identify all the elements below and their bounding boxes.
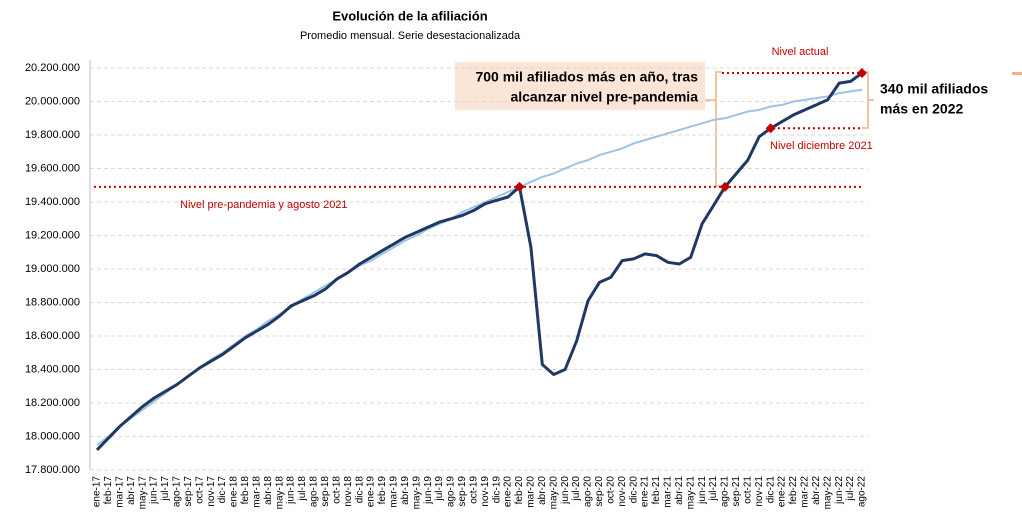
x-tick-label: oct-21 xyxy=(742,476,753,504)
x-tick-label: feb-19 xyxy=(377,476,388,505)
x-tick-label: ene-18 xyxy=(229,476,240,508)
callout-text: alcanzar nivel pre-pandemia xyxy=(510,89,698,105)
chart-subtitle: Promedio mensual. Serie desestacionaliza… xyxy=(300,30,521,42)
x-tick-label: jun-22 xyxy=(834,476,845,505)
callout-text: 700 mil afiliados más en año, tras xyxy=(475,69,698,85)
x-tick-label: abr-18 xyxy=(263,476,274,505)
y-tick-label: 20.000.000 xyxy=(25,95,80,107)
x-tick-label: may-21 xyxy=(685,476,696,510)
series-line xyxy=(95,71,863,451)
y-tick-label: 19.400.000 xyxy=(25,196,80,208)
reference-label: Nivel actual xyxy=(772,46,829,58)
x-tick-label: ene-20 xyxy=(503,476,514,508)
x-tick-label: oct-19 xyxy=(468,476,479,504)
x-tick-label: ago-21 xyxy=(720,476,731,508)
reference-label: Nivel pre-pandemia y agosto 2021 xyxy=(180,199,348,211)
x-tick-label: mar-21 xyxy=(663,476,674,508)
x-tick-label: mar-19 xyxy=(389,476,400,508)
x-tick-label: jun-17 xyxy=(149,476,160,505)
y-tick-label: 19.800.000 xyxy=(25,129,80,141)
highlight-marker xyxy=(765,123,776,134)
x-tick-label: ago-17 xyxy=(172,476,183,508)
x-tick-label: may-18 xyxy=(274,476,285,510)
x-tick-label: jul-20 xyxy=(571,476,582,502)
x-tick-label: ago-18 xyxy=(309,476,320,508)
x-tick-label: sep-21 xyxy=(731,476,742,507)
x-tick-label: feb-17 xyxy=(103,476,114,505)
x-tick-label: ago-19 xyxy=(446,476,457,508)
x-tick-label: jul-21 xyxy=(708,476,719,502)
callout-text: 340 mil afiliados xyxy=(880,81,988,97)
x-tick-label: abr-20 xyxy=(537,476,548,505)
x-tick-label: jul-18 xyxy=(297,476,308,502)
x-tick-label: dic-19 xyxy=(491,476,502,504)
x-tick-label: may-22 xyxy=(822,476,833,510)
y-tick-label: 18.800.000 xyxy=(25,296,80,308)
x-tick-label: feb-22 xyxy=(788,476,799,505)
x-tick-label: feb-18 xyxy=(240,476,251,505)
x-tick-label: jun-20 xyxy=(560,476,571,505)
x-tick-label: dic-17 xyxy=(217,476,228,504)
x-tick-label: ago-20 xyxy=(583,476,594,508)
x-tick-label: sep-18 xyxy=(320,476,331,507)
x-tick-label: nov-21 xyxy=(754,476,765,507)
x-tick-label: nov-17 xyxy=(206,476,217,507)
x-tick-label: oct-18 xyxy=(331,476,342,504)
x-tick-label: oct-17 xyxy=(194,476,205,504)
y-tick-label: 18.000.000 xyxy=(25,430,80,442)
x-tick-label: nov-19 xyxy=(480,476,491,507)
highlight-marker xyxy=(857,68,867,79)
x-tick-label: ene-22 xyxy=(777,476,788,508)
x-tick-label: may-19 xyxy=(411,476,422,510)
x-tick-label: jun-19 xyxy=(423,476,434,505)
y-tick-label: 18.200.000 xyxy=(25,397,80,409)
x-tick-label: dic-20 xyxy=(628,476,639,504)
series-line xyxy=(96,88,863,446)
x-tick-label: feb-20 xyxy=(514,476,525,505)
x-tick-label: abr-19 xyxy=(400,476,411,505)
x-tick-label: mar-22 xyxy=(800,476,811,508)
x-tick-label: abr-21 xyxy=(674,476,685,505)
x-tick-label: mar-18 xyxy=(251,476,262,508)
callout-box xyxy=(870,75,1010,127)
highlight-marker xyxy=(514,181,525,192)
x-tick-label: may-20 xyxy=(548,476,559,510)
x-tick-label: nov-18 xyxy=(343,476,354,507)
x-tick-label: abr-22 xyxy=(811,476,822,505)
x-tick-label: dic-21 xyxy=(765,476,776,504)
x-tick-label: jul-19 xyxy=(434,476,445,502)
x-tick-label: jun-21 xyxy=(697,476,708,505)
x-tick-label: sep-20 xyxy=(594,476,605,507)
x-tick-label: ene-19 xyxy=(366,476,377,508)
edge-mark xyxy=(1012,72,1022,75)
x-tick-label: ago-22 xyxy=(857,476,868,508)
x-tick-label: dic-18 xyxy=(354,476,365,504)
x-tick-label: may-17 xyxy=(137,476,148,510)
x-tick-label: nov-20 xyxy=(617,476,628,507)
x-tick-label: mar-17 xyxy=(114,476,125,508)
y-tick-label: 17.800.000 xyxy=(25,464,80,476)
y-tick-label: 18.600.000 xyxy=(25,330,80,342)
y-tick-label: 19.200.000 xyxy=(25,229,80,241)
y-tick-label: 18.400.000 xyxy=(25,363,80,375)
y-tick-label: 20.200.000 xyxy=(25,62,80,74)
x-tick-label: ene-17 xyxy=(92,476,103,508)
x-tick-label: sep-17 xyxy=(183,476,194,507)
chart-title: Evolución de la afiliación xyxy=(332,8,487,23)
x-tick-label: oct-20 xyxy=(605,476,616,504)
x-tick-label: ene-21 xyxy=(640,476,651,508)
x-tick-label: sep-19 xyxy=(457,476,468,507)
x-tick-label: feb-21 xyxy=(651,476,662,505)
x-tick-label: jul-17 xyxy=(160,476,171,502)
callout-text: más en 2022 xyxy=(880,101,963,117)
x-tick-label: jun-18 xyxy=(286,476,297,505)
x-tick-label: abr-17 xyxy=(126,476,137,505)
reference-label: Nivel diciembre 2021 xyxy=(770,140,873,152)
y-tick-label: 19.600.000 xyxy=(25,162,80,174)
y-tick-label: 19.000.000 xyxy=(25,263,80,275)
x-tick-label: jul-22 xyxy=(845,476,856,502)
highlight-marker xyxy=(719,181,730,192)
x-tick-label: mar-20 xyxy=(526,476,537,508)
